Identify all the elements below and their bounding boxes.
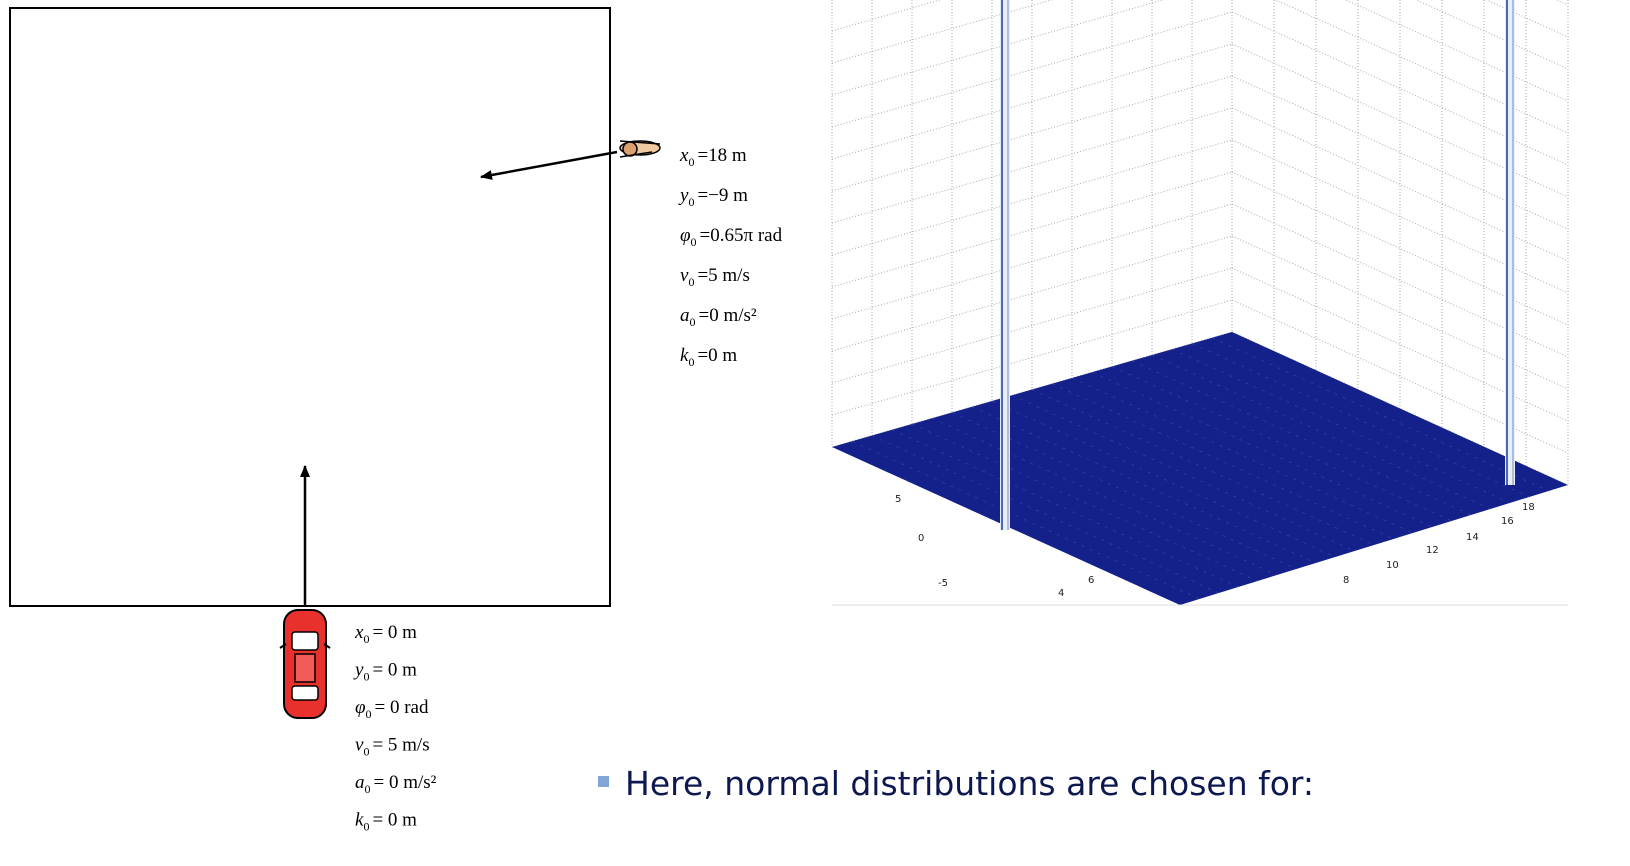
car-icon [279,609,331,719]
param-line: x0 = 0 m [354,622,417,646]
floor-line [891,429,1239,588]
bullet-marker [598,776,609,787]
param-subscript: 0 [363,820,369,834]
grid-line [831,0,1053,64]
grid-line [831,299,1233,416]
param-subscript: 0 [691,235,697,249]
param-line: a0 =0 m/s² [680,305,757,329]
grid-line [831,235,1233,352]
floor-line [931,417,1278,576]
param-line: k0 =0 m [680,345,737,369]
param-symbol: y [678,185,689,206]
param-subscript: 0 [688,275,694,289]
param-value: = 0 m [372,660,417,681]
grid-line [831,11,1233,128]
param-subscript: 0 [363,632,369,646]
param-line: φ0 =0.65π rad [680,225,783,249]
grid-line [831,107,1233,224]
axis-tick-label: 14 [1466,532,1479,543]
param-subscript: 0 [365,782,371,796]
param-symbol: v [680,265,689,286]
left-wall [832,0,1232,447]
param-value: = 0 m [372,622,417,643]
param-symbol: a [680,305,690,326]
grid-line [831,75,1233,192]
spike [1505,0,1515,485]
param-line: x0 =18 m [679,145,747,169]
grid-line [831,0,1165,96]
param-value: = 0 m/s² [374,772,437,793]
grid-line [831,43,1233,160]
param-value: = 5 m/s [372,735,429,756]
param-line: a0 = 0 m/s² [355,772,437,796]
param-symbol: k [680,345,689,366]
param-line: k0 = 0 m [355,810,417,834]
param-subscript: 0 [363,670,369,684]
floor-line [911,423,1258,582]
spike [1000,0,1010,530]
param-symbol: x [679,145,689,166]
floor-line [851,440,1200,600]
axis-tick-label: 5 [895,494,901,505]
axis-tick-label: 16 [1501,516,1514,527]
param-value: =0.65π rad [700,225,783,246]
pedestrian-arrow [480,150,618,180]
axis-tick-label: 8 [1343,575,1349,586]
param-subscript: 0 [363,745,369,759]
param-line: y0 =−9 m [678,185,748,209]
grid-line [831,203,1233,320]
floor-line [1211,337,1549,492]
floor-surface [832,332,1568,605]
axis-tick-label: 18 [1522,502,1535,513]
axis-tick-label: 4 [1058,588,1064,599]
param-symbol: v [355,735,364,756]
grid-line [831,139,1233,256]
param-subscript: 0 [688,195,694,209]
param-symbol: φ [680,225,691,246]
param-line: v0 = 5 m/s [355,735,430,759]
axis-tick-label: -5 [938,578,948,589]
param-line: φ0 = 0 rad [355,697,429,721]
axis-tick-label: 6 [1088,575,1094,586]
grid-line [831,171,1233,288]
param-value: =18 m [697,145,746,166]
param-value: =0 m/s² [699,305,757,326]
grid-line [831,0,942,32]
axis-tick-label: 10 [1386,560,1399,571]
floor-line [871,435,1219,594]
param-symbol: y [353,660,364,681]
param-value: =−9 m [697,185,748,206]
param-subscript: 0 [688,155,694,169]
param-symbol: x [354,622,364,643]
grid-line [831,267,1233,384]
param-subscript: 0 [690,315,696,329]
param-value: =5 m/s [697,265,749,286]
param-symbol: φ [355,697,366,718]
param-subscript: 0 [688,355,694,369]
axis-tick-label: 12 [1426,545,1439,556]
axis-tick-label: 0 [918,533,924,544]
floor-line [1191,343,1530,498]
param-line: v0 =5 m/s [680,265,750,289]
param-line: y0 = 0 m [353,660,417,684]
pedestrian-icon [619,140,661,158]
surface-plot [831,0,1569,606]
param-value: =0 m [697,345,737,366]
param-value: = 0 rad [375,697,429,718]
scene-box [9,7,611,607]
param-subscript: 0 [366,707,372,721]
bullet-text: Here, normal distributions are chosen fo… [625,764,1314,803]
param-symbol: k [355,810,364,831]
param-value: = 0 m [372,810,417,831]
param-symbol: a [355,772,365,793]
